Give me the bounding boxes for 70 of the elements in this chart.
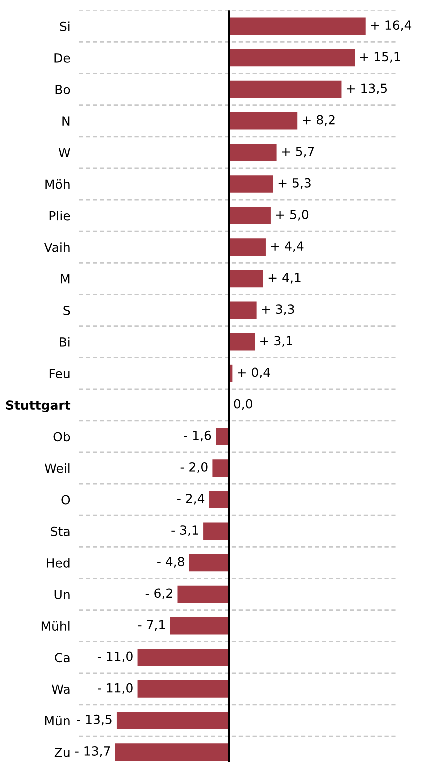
y-tick-label: Zu [54, 748, 70, 758]
y-tick-label: Weil [45, 464, 70, 474]
bar [115, 744, 230, 761]
data-label: - 1,6 [184, 430, 212, 442]
bar [189, 554, 230, 572]
y-tick-label: N [62, 116, 70, 126]
bar [138, 648, 230, 666]
y-tick-label: O [62, 495, 70, 505]
bar [178, 586, 230, 604]
bar [229, 176, 274, 193]
data-label: - 13,5 [77, 714, 112, 726]
y-tick-label: W [58, 148, 70, 158]
y-tick-label: M [61, 274, 70, 284]
data-label: + 5,3 [278, 178, 311, 190]
bar [212, 460, 230, 477]
y-tick-label: S [64, 306, 70, 316]
data-label: - 11,0 [98, 683, 133, 694]
y-tick-label: Hed [47, 558, 70, 568]
y-tick-label: Wa [52, 684, 70, 694]
bar [229, 18, 366, 36]
y-tick-label: Si [60, 22, 70, 32]
data-label: + 15,1 [360, 52, 400, 63]
y-tick-label: Sta [51, 526, 70, 536]
data-label: - 2,0 [180, 462, 208, 474]
y-tick-label: De [54, 54, 70, 63]
data-label: + 16,4 [371, 20, 412, 32]
y-tick-label: Ca [55, 653, 70, 663]
y-tick-label: Bi [60, 337, 70, 347]
bar [229, 49, 356, 67]
bar [229, 80, 342, 98]
data-label: - 6,2 [146, 588, 172, 600]
data-label: - 4,8 [158, 557, 184, 568]
bar [229, 238, 266, 256]
bar [170, 617, 230, 635]
y-tick-label: Vaih [44, 242, 70, 252]
data-label: + 3,3 [262, 304, 294, 316]
y-tick-label: Möh [46, 179, 70, 190]
data-label: + 3,1 [260, 336, 292, 347]
data-label: - 7,1 [138, 620, 165, 631]
y-tick-label: Mühl [42, 621, 70, 632]
y-tick-label: Bo [56, 85, 70, 94]
data-label: + 4,1 [268, 273, 301, 284]
data-label: - 13,7 [76, 746, 110, 758]
bar [229, 144, 277, 162]
data-label: - 2,4 [178, 494, 205, 505]
data-label: + 0,4 [238, 368, 270, 379]
data-label: - 3,1 [172, 526, 198, 536]
data-label: + 5,7 [282, 147, 314, 158]
data-label: + 4,4 [271, 242, 304, 252]
data-label: + 5,0 [276, 210, 309, 221]
y-tick-label: Plie [50, 211, 70, 221]
y-tick-label: Stuttgart [6, 400, 71, 413]
bar [209, 491, 230, 509]
y-tick-label: Feu [50, 369, 70, 379]
y-tick-label: Mün [45, 716, 70, 726]
bar [116, 712, 230, 730]
bar [229, 333, 256, 351]
y-tick-label: Ob [54, 432, 70, 442]
data-label: + 13,5 [347, 84, 388, 94]
bar [204, 522, 230, 540]
data-label: + 8,2 [303, 115, 335, 126]
bar [229, 270, 264, 288]
bar [138, 680, 230, 698]
bar [229, 112, 298, 130]
bar [229, 302, 257, 320]
bar [216, 428, 230, 446]
bar [229, 207, 271, 224]
y-tick-label: Un [54, 590, 70, 600]
data-label: - 11,0 [98, 652, 133, 663]
data-label: 0,0 [234, 399, 252, 410]
